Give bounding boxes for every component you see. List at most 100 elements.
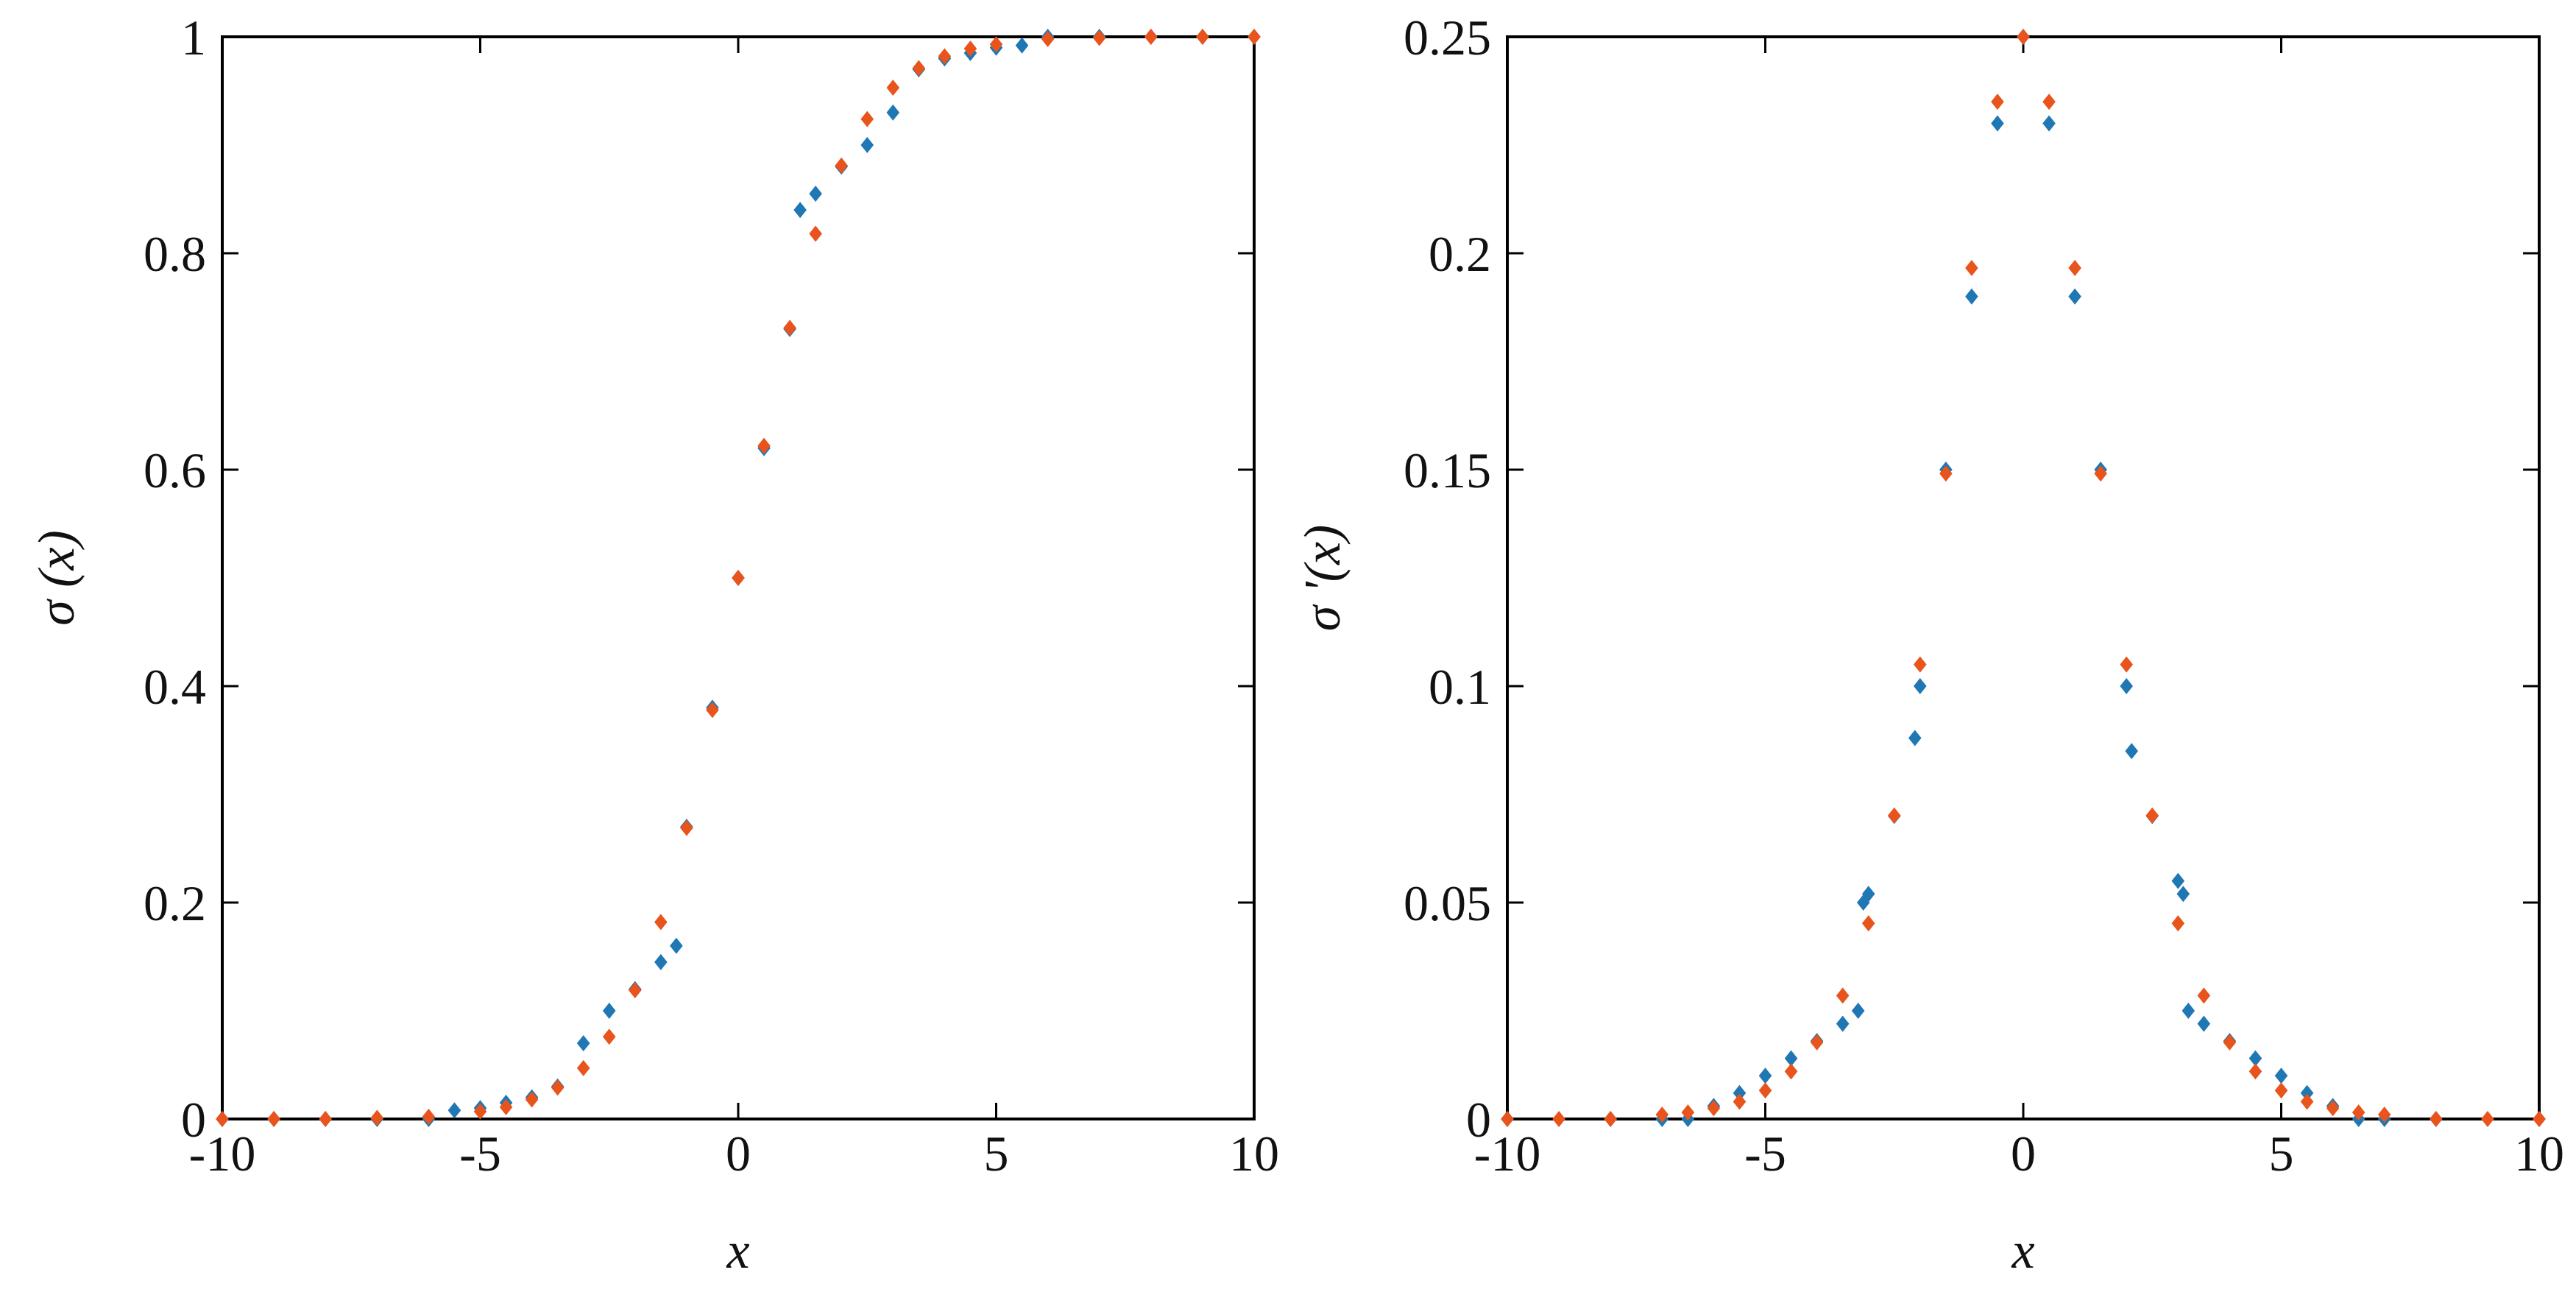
y-axis-title: σ '(x) [1295, 525, 1351, 632]
data-point [1939, 465, 1953, 482]
data-point [963, 40, 977, 57]
y-tick-label: 0.15 [1404, 442, 1491, 498]
data-point [2481, 1111, 2494, 1127]
data-point [654, 914, 668, 931]
series-2 [216, 29, 1261, 1127]
data-point [2176, 886, 2190, 903]
series-2 [1501, 29, 2546, 1127]
y-tick-labels: 0 0.2 0.4 0.6 0.8 1 [144, 10, 206, 1148]
y-tick-label: 1 [181, 10, 206, 66]
data-point [1733, 1084, 1747, 1101]
data-point [1991, 115, 2004, 132]
data-point [1015, 37, 1029, 54]
data-point [1681, 1104, 1695, 1121]
x-tick-label: -10 [189, 1126, 256, 1182]
data-point [1784, 1063, 1798, 1080]
data-point [670, 937, 683, 954]
data-point [319, 1111, 332, 1127]
data-point [1914, 656, 1927, 673]
data-point [2197, 1015, 2211, 1032]
data-point [1707, 1100, 1721, 1117]
data-point [2430, 1111, 2443, 1127]
data-point [2377, 1106, 2391, 1123]
data-point [886, 80, 900, 96]
data-point [1991, 93, 2004, 110]
data-point [2017, 29, 2030, 45]
data-point [2145, 807, 2159, 824]
data-point [2068, 259, 2081, 276]
x-tick-labels: -10 -5 0 5 10 [1474, 1126, 2564, 1182]
data-point [732, 570, 745, 586]
data-point [1861, 886, 1875, 903]
data-point [680, 819, 693, 836]
data-point [1604, 1111, 1617, 1127]
data-point [576, 1035, 590, 1052]
data-point [860, 110, 874, 127]
data-point [525, 1091, 539, 1108]
data-points [1501, 29, 2546, 1127]
data-point [2171, 872, 2185, 889]
x-tick-label: 0 [2011, 1126, 2036, 1182]
data-point [422, 1109, 436, 1126]
data-point [2042, 93, 2056, 110]
data-point [1501, 1111, 1514, 1127]
data-point [938, 48, 952, 65]
data-point [2182, 1003, 2195, 1019]
y-tick-label: 0.4 [144, 659, 206, 715]
data-point [1041, 30, 1055, 47]
data-point [370, 1109, 384, 1126]
data-point [2120, 678, 2133, 694]
data-point [1248, 29, 1261, 45]
x-tick-label: 5 [2269, 1126, 2294, 1182]
data-point [783, 320, 796, 336]
data-point [1092, 29, 1106, 46]
data-point [216, 1111, 229, 1127]
data-point [1758, 1067, 1772, 1084]
data-point [1196, 29, 1209, 45]
data-point [2042, 115, 2056, 132]
data-point [267, 1111, 280, 1127]
data-point [886, 104, 900, 121]
sigmoid-derivative-panel: -10 -5 0 5 10 0 0.05 0.1 0.15 0.2 0.25 x… [1295, 10, 2564, 1279]
data-point [989, 36, 1003, 53]
data-point [1758, 1082, 1772, 1099]
data-point [2248, 1050, 2262, 1067]
data-point [654, 953, 668, 970]
sigmoid-panel: -10 -5 0 5 10 0 0.2 0.4 0.6 0.8 1 x σ (x… [29, 10, 1279, 1279]
x-tick-label: 0 [726, 1126, 751, 1182]
data-point [2326, 1100, 2340, 1117]
y-tick-label: 0.2 [144, 875, 206, 931]
data-point [1144, 29, 1158, 45]
data-point [1908, 730, 1922, 746]
data-point [2274, 1082, 2288, 1099]
data-point [1914, 678, 1927, 694]
data-point [2223, 1034, 2237, 1051]
data-point [2125, 743, 2139, 760]
x-tick-label: 10 [1229, 1126, 1279, 1182]
data-point [2248, 1063, 2262, 1080]
x-tick-label: -10 [1474, 1126, 1541, 1182]
y-tick-label: 0.2 [1429, 226, 1491, 282]
data-point [551, 1079, 565, 1096]
data-point [499, 1098, 513, 1115]
y-tick-label: 0 [1466, 1092, 1491, 1148]
data-point [1836, 987, 1850, 1004]
data-point [809, 186, 822, 202]
y-tick-label: 0.1 [1429, 659, 1491, 715]
tick-marks [221, 35, 1256, 1120]
data-point [1965, 259, 1978, 276]
x-tick-label: 5 [984, 1126, 1009, 1182]
x-tick-label: -5 [459, 1126, 501, 1182]
data-point [912, 60, 926, 77]
data-point [629, 982, 642, 999]
data-point [1784, 1050, 1798, 1067]
data-point [1810, 1034, 1824, 1051]
data-point [602, 1028, 616, 1045]
data-point [473, 1103, 487, 1120]
data-point [757, 437, 771, 454]
x-axis-title: x [2011, 1223, 2034, 1279]
x-tick-label: 10 [2514, 1126, 2564, 1182]
data-point [2120, 656, 2133, 673]
